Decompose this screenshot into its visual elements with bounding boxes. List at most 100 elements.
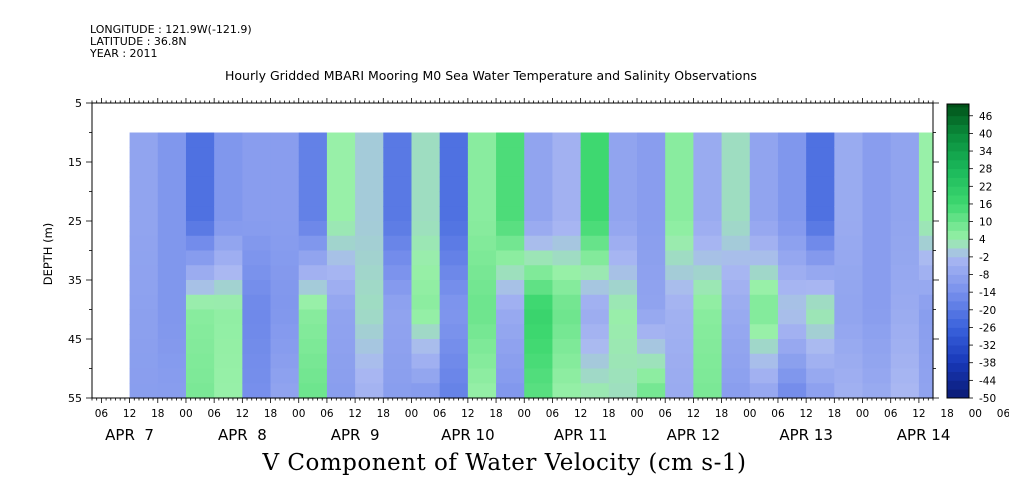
heatmap-cell	[157, 324, 187, 340]
x-tick-label: 06	[884, 408, 898, 420]
heatmap-cell	[693, 221, 723, 237]
colorbar-label: -26	[979, 322, 996, 334]
heatmap-cell	[918, 162, 934, 178]
heatmap-cell	[862, 147, 892, 163]
heatmap-cell	[355, 235, 384, 252]
heatmap-cell	[777, 191, 807, 207]
heatmap-cell	[185, 265, 215, 281]
heatmap-cell	[693, 383, 723, 399]
heatmap-cell	[721, 132, 751, 148]
heatmap-cell	[637, 206, 666, 222]
heatmap-cell	[834, 309, 864, 325]
x-tick-label: 00	[743, 408, 756, 420]
heatmap-cell	[749, 280, 779, 296]
heatmap-cell	[693, 206, 723, 222]
heatmap-cell	[749, 353, 779, 370]
heatmap-cell	[524, 353, 554, 370]
heatmap-cell	[637, 147, 666, 163]
heatmap-cell	[467, 353, 497, 370]
heatmap-cell	[637, 383, 666, 399]
heatmap-cell	[383, 383, 413, 399]
heatmap-cell	[524, 265, 554, 281]
heatmap-cell	[439, 176, 469, 193]
heatmap-cell	[157, 383, 187, 399]
heatmap-cell	[862, 235, 892, 252]
heatmap-cell	[185, 368, 215, 384]
heatmap-cell	[693, 294, 723, 311]
colorbar-segment	[947, 248, 969, 258]
colorbar-segment	[947, 256, 969, 267]
heatmap-cell	[383, 324, 413, 340]
heatmap-cell	[665, 368, 694, 384]
heatmap-cell	[185, 250, 215, 266]
colorbar-label: -14	[979, 287, 996, 299]
x-day-label: APR 12	[667, 426, 721, 444]
heatmap-cell	[496, 294, 525, 311]
heatmap-cell	[411, 294, 441, 311]
heatmap-cell	[185, 324, 215, 340]
x-day-label: APR 7	[105, 426, 154, 444]
heatmap-cell	[326, 265, 356, 281]
heatmap-cell	[326, 309, 356, 325]
heatmap-cell	[524, 250, 554, 266]
heatmap-cell	[918, 383, 934, 399]
heatmap-cell	[270, 368, 300, 384]
colorbar-segment	[947, 124, 969, 134]
heatmap-cell	[411, 147, 441, 163]
x-day-label: APR 10	[441, 426, 495, 444]
heatmap-cell	[270, 132, 300, 148]
heatmap-cell	[439, 235, 469, 252]
heatmap-cell	[552, 132, 582, 148]
heatmap-cell	[834, 324, 864, 340]
colorbar-segment	[947, 230, 969, 240]
heatmap-cell	[665, 309, 694, 325]
heatmap-cell	[665, 206, 694, 222]
heatmap-cell	[242, 265, 272, 281]
colorbar-label: 40	[979, 128, 992, 140]
heatmap-cell	[270, 383, 300, 399]
heatmap-cell	[467, 324, 497, 340]
heatmap-cell	[496, 309, 525, 325]
heatmap-cell	[298, 250, 328, 266]
heatmap-cell	[242, 309, 272, 325]
y-tick-label: 15	[68, 156, 82, 169]
heatmap-cell	[439, 206, 469, 222]
heatmap-cell	[383, 265, 413, 281]
colorbar-label: -38	[979, 358, 996, 370]
heatmap-cell	[693, 324, 723, 340]
heatmap-cell	[355, 309, 384, 325]
heatmap-cell	[439, 147, 469, 163]
heatmap-cell	[129, 368, 159, 384]
heatmap-cell	[918, 221, 934, 237]
heatmap-cell	[185, 294, 215, 311]
heatmap-cell	[552, 383, 582, 399]
heatmap-cell	[129, 280, 159, 296]
heatmap-cell	[129, 265, 159, 281]
heatmap-cell	[242, 191, 272, 207]
heatmap-cell	[721, 368, 751, 384]
heatmap-cell	[806, 324, 835, 340]
heatmap-cell	[580, 132, 610, 148]
colorbar-segment	[947, 283, 969, 293]
heatmap-cell	[270, 162, 300, 178]
heatmap-cell	[157, 132, 187, 148]
heatmap-cell	[355, 206, 384, 222]
heatmap-cell	[298, 176, 328, 193]
x-tick-label: 06	[546, 408, 560, 420]
heatmap-cell	[298, 191, 328, 207]
heatmap-cell	[580, 250, 610, 266]
colorbar-label: 34	[979, 146, 993, 158]
colorbar-segment	[947, 212, 969, 222]
colorbar: 46 40 34 28 22 16 10 4 -2 -8 -14 -20 -26 -32 -38 -44 -50	[946, 103, 996, 405]
heatmap-cell	[270, 206, 300, 222]
heatmap-cell	[467, 383, 497, 399]
heatmap-cell	[580, 265, 610, 281]
x-axis: 06 12 18 00 06 12 18 00 06 12 18 00 06 12 18 00 06 12 18 00…	[91, 98, 1009, 444]
heatmap-cell	[270, 324, 300, 340]
heatmap-cell	[834, 221, 864, 237]
heatmap-cell	[806, 339, 835, 355]
heatmap-cell	[806, 132, 835, 148]
heatmap-cell	[806, 235, 835, 252]
heatmap-cell	[326, 235, 356, 252]
heatmap-cell	[524, 132, 554, 148]
